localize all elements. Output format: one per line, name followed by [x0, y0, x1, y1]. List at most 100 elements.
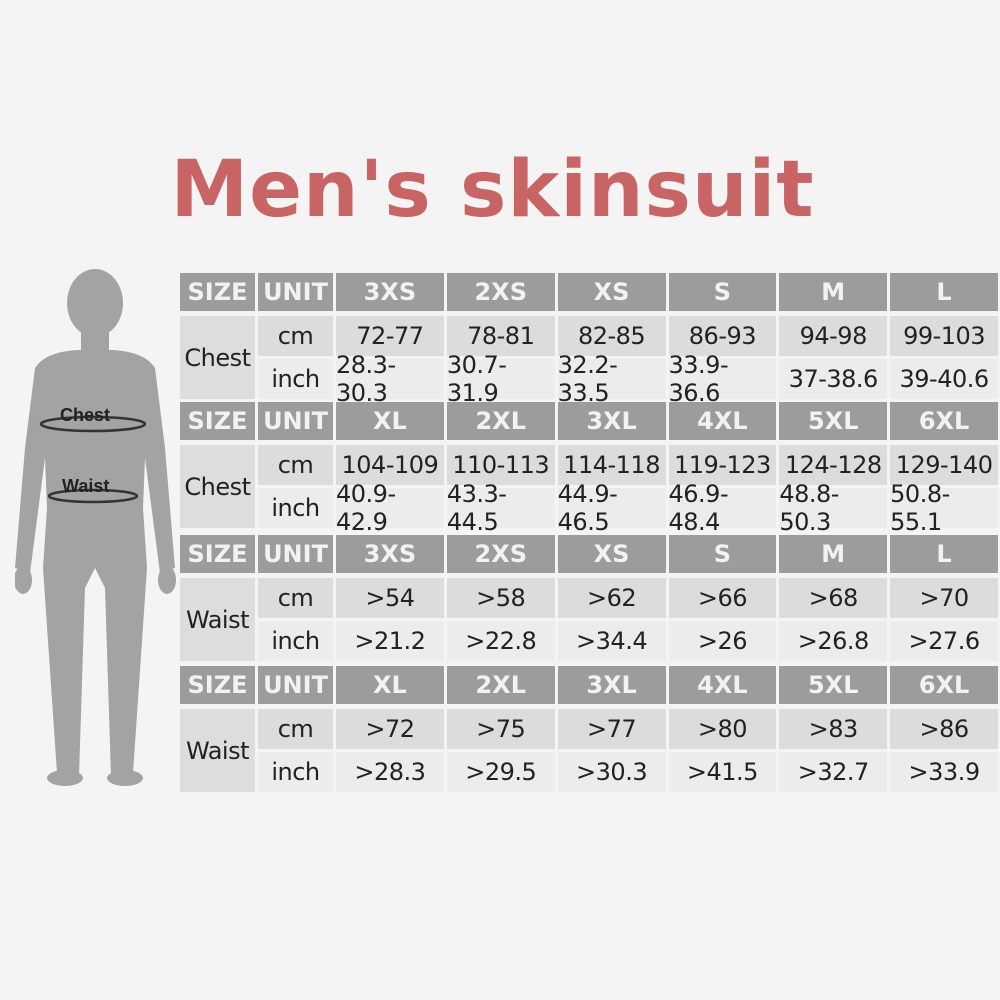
size-header: SIZE — [180, 535, 255, 573]
value-cell: >21.2 — [336, 621, 444, 661]
value-cell: 32.2-33.5 — [557, 351, 666, 407]
value-cell: >83 — [779, 709, 888, 749]
measure-label: Waist — [180, 578, 255, 661]
value-cell: 39-40.6 — [890, 359, 998, 399]
value-cell: >62 — [557, 578, 666, 618]
measurement-rows: Waist cm >72 >75 >77 >80 >83 >86 inch >28.3 >29.5 >… — [180, 709, 998, 792]
value-cell: 30.7-31.9 — [446, 351, 555, 407]
chest-label: Chest — [60, 405, 111, 425]
size-column-header: 3XL — [557, 402, 666, 440]
value-cell: >26 — [668, 621, 777, 661]
value-cell: >30.3 — [557, 752, 666, 792]
unit-header: UNIT — [258, 666, 333, 704]
value-cell: 40.9-42.9 — [336, 480, 444, 536]
value-cell: 86-93 — [668, 316, 777, 356]
size-column-header: XS — [557, 535, 666, 573]
measurement-rows: Chest cm 72-77 78-81 82-85 86-93 94-98 99-103 in… — [180, 316, 998, 407]
measurement-rows: Chest cm 104-109 110-113 114-118 119-123 124-1… — [180, 445, 998, 536]
header-row: SIZE UNIT XL 2XL 3XL 4XL 5XL 6XL — [180, 666, 998, 704]
header-row: SIZE UNIT XL 2XL 3XL 4XL 5XL 6XL — [180, 402, 998, 440]
unit-cell: inch — [258, 752, 333, 792]
value-cell: 119-123 — [668, 445, 777, 485]
size-column-header: 3XL — [557, 666, 666, 704]
size-column-header: 6XL — [890, 666, 998, 704]
size-column-header: 2XS — [446, 535, 555, 573]
size-column-header: 2XS — [446, 273, 555, 311]
size-column-header: XS — [557, 273, 666, 311]
value-cell: 44.9-46.5 — [557, 480, 666, 536]
value-cell: 50.8-55.1 — [890, 480, 998, 536]
value-cell: >32.7 — [779, 752, 888, 792]
value-cell: >22.8 — [446, 621, 555, 661]
value-cell: 124-128 — [779, 445, 888, 485]
value-cell: 110-113 — [446, 445, 555, 485]
size-header: SIZE — [180, 273, 255, 311]
body-silhouette: Chest Waist — [14, 268, 180, 793]
value-cell: 28.3-30.3 — [336, 351, 444, 407]
value-cell: 99-103 — [890, 316, 998, 356]
measure-label: Chest — [180, 316, 255, 399]
unit-cell: cm — [258, 445, 333, 485]
size-column-header: 3XS — [336, 535, 444, 573]
value-cell: 72-77 — [336, 316, 444, 356]
value-cell: >86 — [890, 709, 998, 749]
unit-cell: inch — [258, 359, 333, 399]
size-column-header: XL — [336, 666, 444, 704]
value-cell: >72 — [336, 709, 444, 749]
unit-header: UNIT — [258, 535, 333, 573]
value-cell: >27.6 — [890, 621, 998, 661]
value-cell: 114-118 — [557, 445, 666, 485]
value-cell: >58 — [446, 578, 555, 618]
value-cell: >54 — [336, 578, 444, 618]
unit-cell: cm — [258, 578, 333, 618]
value-cell: >33.9 — [890, 752, 998, 792]
value-cell: >77 — [557, 709, 666, 749]
page-title: Men's skinsuit — [170, 145, 815, 235]
size-column-header: L — [890, 535, 998, 573]
value-cell: >34.4 — [557, 621, 666, 661]
waist-measure-line — [47, 488, 139, 504]
size-column-header: 4XL — [668, 666, 777, 704]
size-column-header: M — [779, 535, 888, 573]
value-cell: >70 — [890, 578, 998, 618]
value-cell: >26.8 — [779, 621, 888, 661]
size-column-header: 5XL — [779, 666, 888, 704]
measurement-rows: Waist cm >54 >58 >62 >66 >68 >70 inch >21.2 >22.8 >… — [180, 578, 998, 661]
waist-label: Waist — [62, 476, 110, 496]
unit-cell: inch — [258, 621, 333, 661]
measure-label: Waist — [180, 709, 255, 792]
size-column-header: S — [668, 273, 777, 311]
size-section: SIZE UNIT XL 2XL 3XL 4XL 5XL 6XL Chest cm 104-109 1… — [180, 402, 998, 536]
size-column-header: L — [890, 273, 998, 311]
value-cell: 82-85 — [557, 316, 666, 356]
size-header: SIZE — [180, 666, 255, 704]
value-cell: >75 — [446, 709, 555, 749]
size-column-header: 5XL — [779, 402, 888, 440]
value-cell: >80 — [668, 709, 777, 749]
size-column-header: XL — [336, 402, 444, 440]
value-cell: >29.5 — [446, 752, 555, 792]
measure-label: Chest — [180, 445, 255, 528]
size-section: SIZE UNIT 3XS 2XS XS S M L Waist cm >54 >58 >62 >66 >6… — [180, 535, 998, 661]
value-cell: 129-140 — [890, 445, 998, 485]
value-cell: 94-98 — [779, 316, 888, 356]
header-row: SIZE UNIT 3XS 2XS XS S M L — [180, 535, 998, 573]
unit-header: UNIT — [258, 273, 333, 311]
header-row: SIZE UNIT 3XS 2XS XS S M L — [180, 273, 998, 311]
size-section: SIZE UNIT 3XS 2XS XS S M L Chest cm 72-77 78-81 82-8… — [180, 273, 998, 407]
size-column-header: M — [779, 273, 888, 311]
chest-measure-line — [39, 415, 147, 433]
size-section: SIZE UNIT XL 2XL 3XL 4XL 5XL 6XL Waist cm >72 >75 >7… — [180, 666, 998, 792]
value-cell: >66 — [668, 578, 777, 618]
size-column-header: 3XS — [336, 273, 444, 311]
value-cell: 78-81 — [446, 316, 555, 356]
value-cell: 43.3-44.5 — [446, 480, 555, 536]
size-column-header: 2XL — [446, 402, 555, 440]
human-figure-icon — [14, 269, 176, 786]
value-cell: >41.5 — [668, 752, 777, 792]
unit-cell: inch — [258, 488, 333, 528]
size-column-header: 6XL — [890, 402, 998, 440]
value-cell: 46.9-48.4 — [668, 480, 777, 536]
value-cell: 104-109 — [336, 445, 444, 485]
size-column-header: 2XL — [446, 666, 555, 704]
